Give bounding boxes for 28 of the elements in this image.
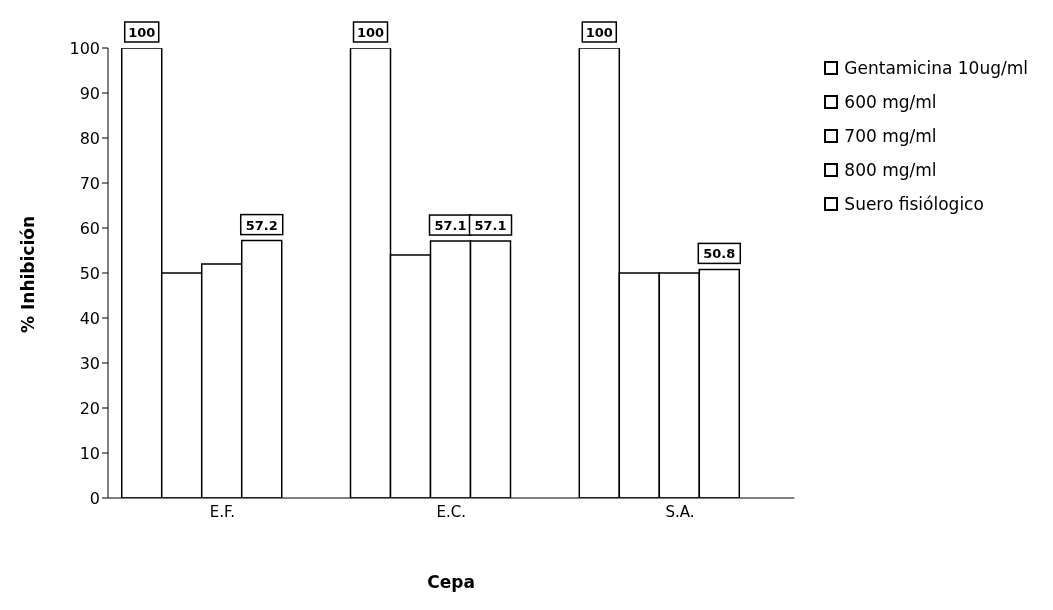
y-axis-title: % Inhibición: [18, 216, 39, 333]
y-tick-label: 30: [79, 353, 100, 373]
data-label: 57.1: [434, 218, 467, 234]
y-tick-label: 40: [79, 308, 100, 328]
y-tick-label: 50: [79, 263, 100, 283]
legend-label: 700 mg/ml: [844, 126, 937, 146]
y-tick-label: 100: [69, 38, 100, 58]
x-axis-title: Cepa: [427, 572, 475, 592]
data-label: 100: [356, 25, 385, 40]
y-tick-label: 70: [79, 173, 100, 193]
y-tick-label: 80: [79, 128, 100, 148]
x-tick-label: S.A.: [665, 502, 695, 521]
data-label: 57.1: [474, 218, 507, 234]
y-tick-label: 10: [79, 443, 100, 463]
y-tick-label: 60: [79, 218, 100, 238]
y-tick-label: 20: [79, 398, 100, 418]
y-tick-label: 90: [79, 83, 100, 103]
data-label: 50.8: [703, 246, 736, 262]
data-label: 100: [128, 25, 156, 40]
legend-label: 800 mg/ml: [844, 160, 937, 180]
y-tick-label: 0: [89, 488, 100, 508]
legend-label: Suero fisiólogico: [844, 194, 984, 214]
legend-label: 600 mg/ml: [844, 92, 937, 112]
legend-label: Gentamicina 10ug/ml: [844, 58, 1028, 78]
x-tick-label: E.F.: [209, 502, 236, 521]
x-tick-label: E.C.: [436, 502, 466, 521]
data-label: 57.2: [245, 217, 278, 233]
data-label: 100: [585, 25, 613, 40]
